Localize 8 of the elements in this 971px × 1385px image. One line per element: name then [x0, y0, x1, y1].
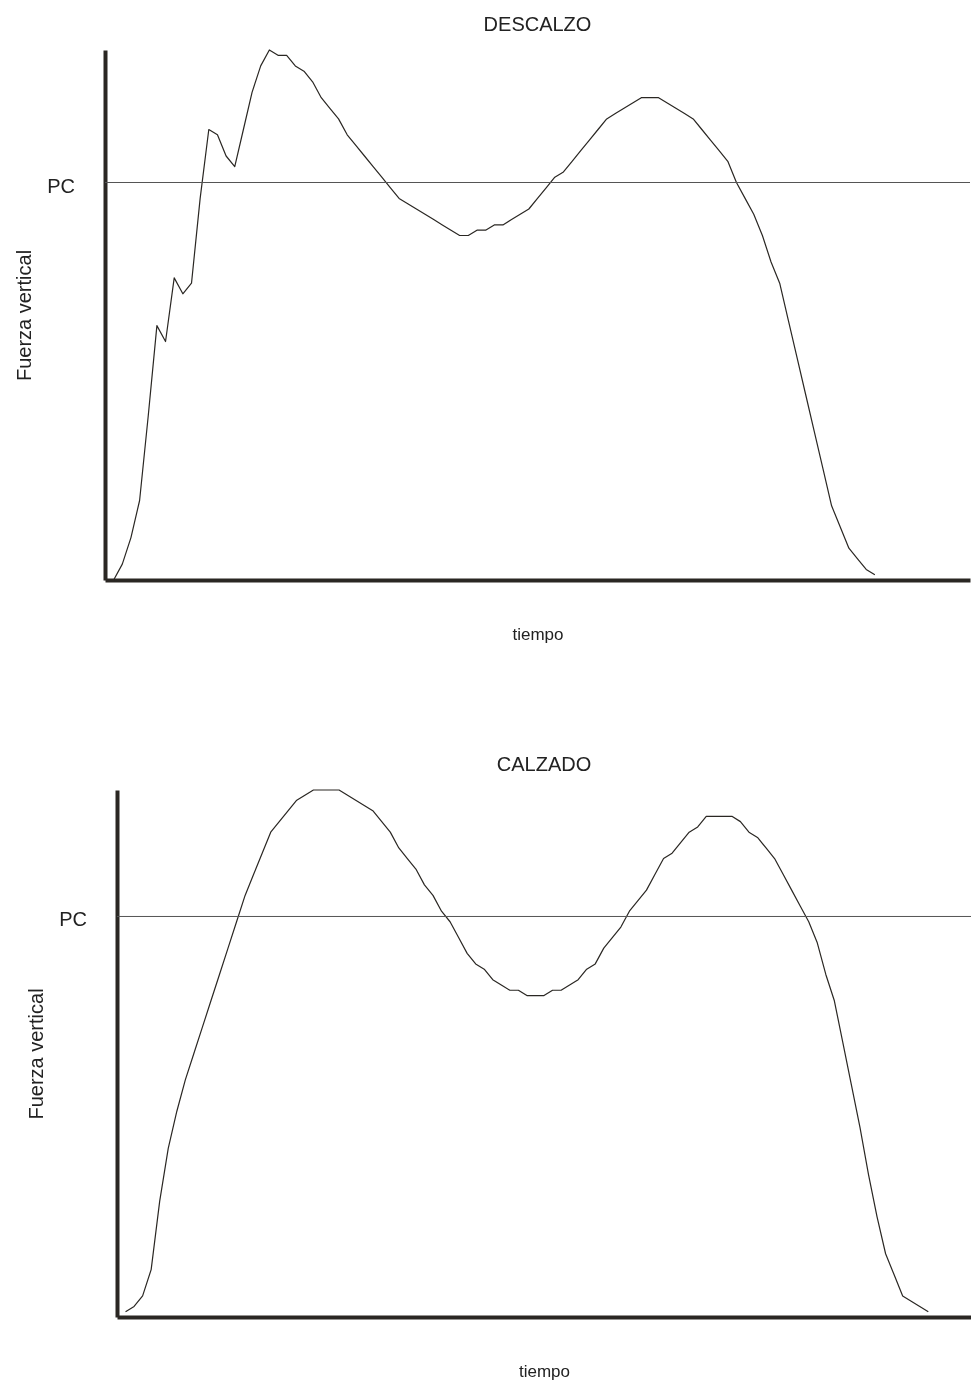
ref-line-label: PC [59, 908, 87, 931]
y-axis-title: Fuerza vertical [12, 249, 35, 382]
y-axis-title: Fuerza vertical [24, 988, 47, 1120]
chart-title: DESCALZO [483, 13, 592, 36]
ref-line-label: PC [47, 174, 75, 197]
x-axis-title: tiempo [518, 1361, 571, 1381]
chart-title: CALZADO [496, 753, 592, 776]
x-axis-title: tiempo [512, 624, 564, 644]
